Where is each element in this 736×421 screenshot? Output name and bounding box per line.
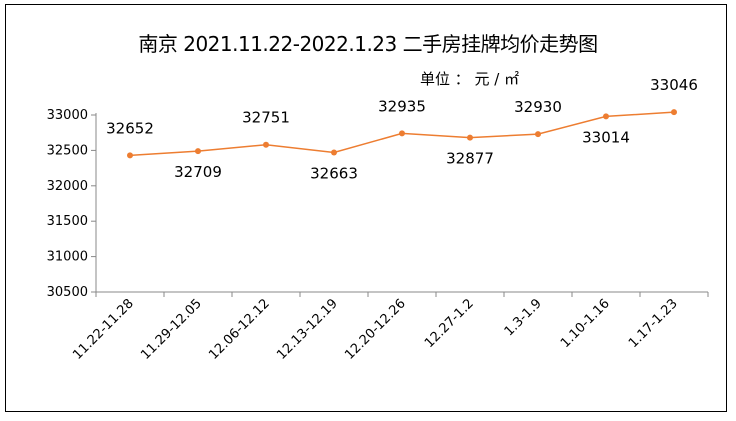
- x-tick-label: 1.3-1.9: [502, 296, 545, 339]
- data-point: [127, 152, 133, 159]
- chart-title: 南京 2021.11.22-2022.1.23 二手房挂牌均价走势图: [138, 32, 598, 56]
- x-tick-label: 12.13-12.19: [274, 296, 341, 363]
- data-label: 33014: [582, 128, 630, 146]
- x-tick-label: 12.20-12.26: [342, 296, 409, 363]
- data-point: [671, 109, 677, 116]
- data-point: [195, 148, 201, 155]
- data-point: [535, 131, 541, 138]
- unit-label: 单位 ： 元 / ㎡: [420, 70, 520, 88]
- data-point: [467, 134, 473, 141]
- y-tick-label: 31500: [47, 214, 88, 229]
- x-tick-label: 11.29-12.05: [138, 296, 205, 363]
- data-label: 32751: [242, 109, 290, 127]
- data-label: 32652: [106, 119, 154, 137]
- data-label: 32709: [174, 163, 222, 181]
- y-tick-label: 32500: [47, 143, 88, 158]
- x-tick-label: 12.27-1.2: [422, 296, 477, 351]
- y-tick-label: 33000: [47, 108, 88, 123]
- data-point: [603, 113, 609, 120]
- data-label: 32663: [310, 165, 358, 183]
- data-label: 32877: [446, 150, 494, 168]
- y-tick-label: 32000: [47, 179, 88, 194]
- x-tick-label: 1.17-1.23: [626, 296, 681, 351]
- x-tick-label: 1.10-1.16: [558, 296, 613, 351]
- x-tick-label: 11.22-11.28: [70, 296, 137, 363]
- data-label: 32935: [378, 97, 426, 115]
- y-tick-label: 31000: [47, 250, 88, 265]
- data-point: [331, 149, 337, 156]
- data-label: 33046: [650, 76, 698, 94]
- x-tick-label: 12.06-12.12: [206, 296, 273, 363]
- data-point: [263, 141, 269, 148]
- data-point: [399, 130, 405, 137]
- data-label: 32930: [514, 98, 562, 116]
- y-tick-label: 30500: [47, 285, 88, 300]
- chart-frame: [5, 4, 727, 412]
